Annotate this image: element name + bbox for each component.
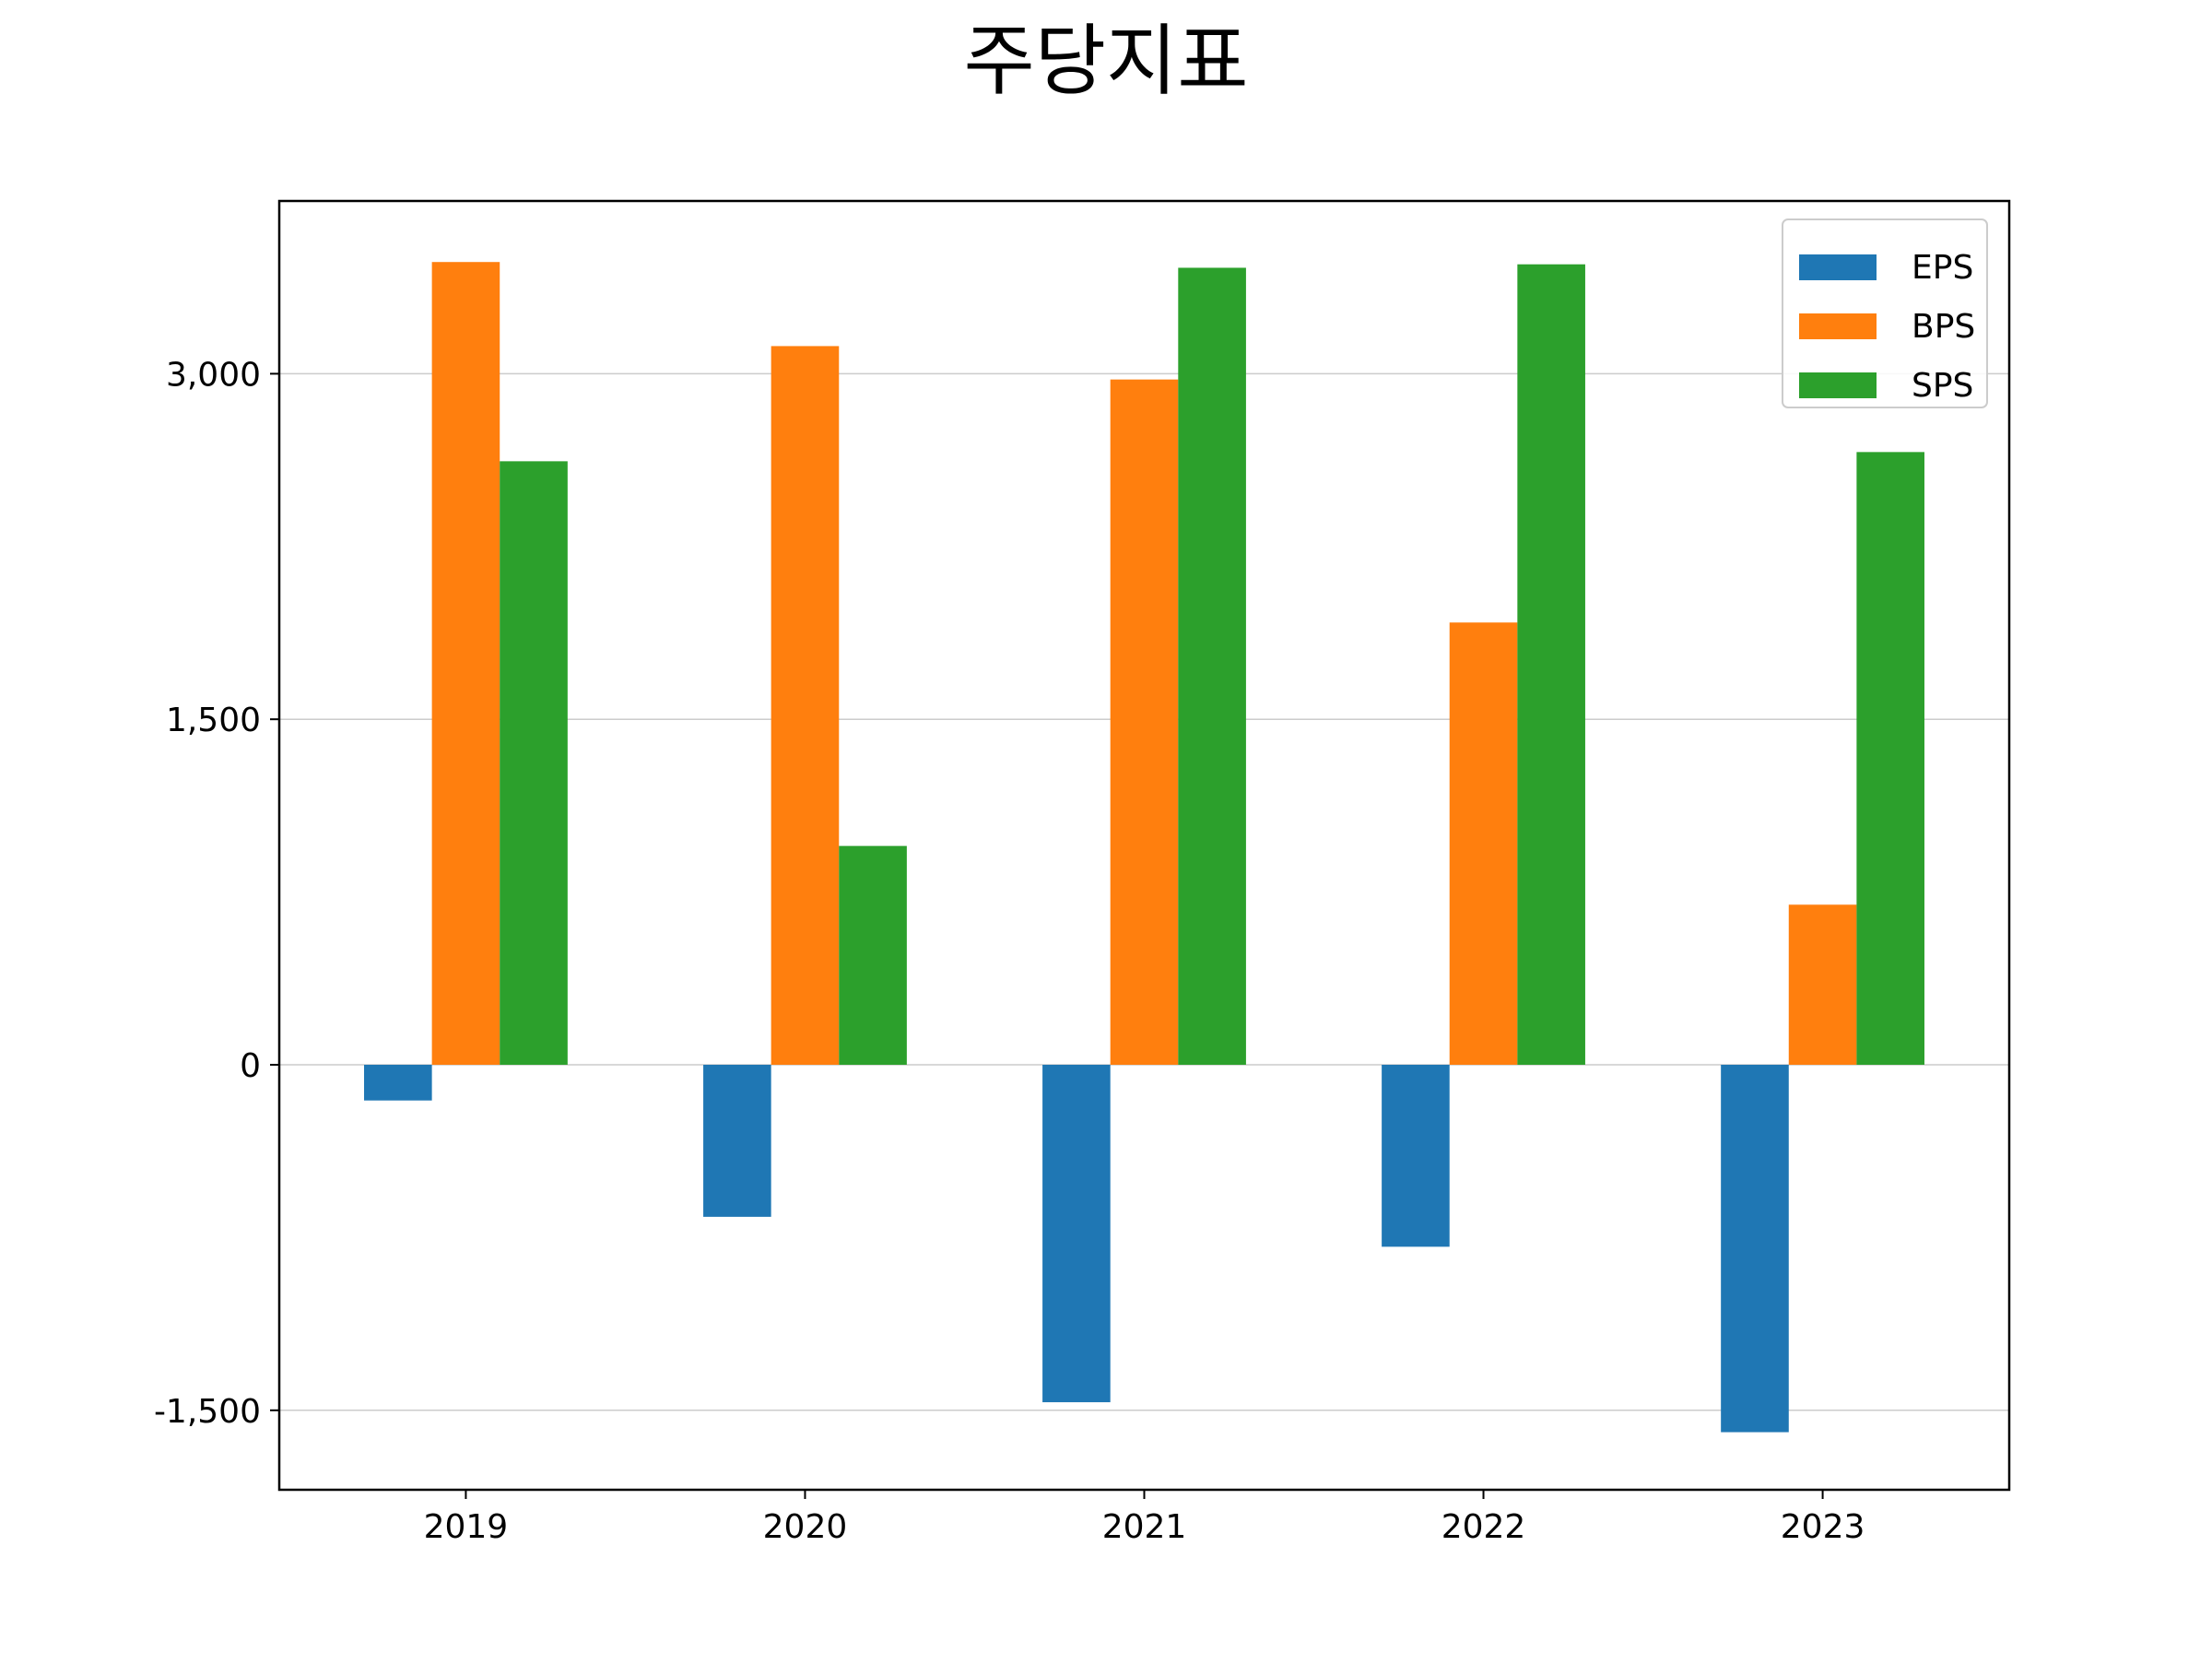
- bar-eps-2019: [364, 1064, 432, 1101]
- x-tick-label: 2022: [1441, 1508, 1526, 1546]
- legend-swatch-eps: [1799, 254, 1877, 280]
- bar-eps-2022: [1382, 1064, 1450, 1247]
- bar-bps-2022: [1449, 622, 1518, 1065]
- legend-label-eps: EPS: [1912, 249, 1973, 287]
- y-tick-label: 1,500: [166, 702, 261, 739]
- legend-swatch-sps: [1799, 372, 1877, 398]
- bar-bps-2023: [1788, 904, 1857, 1065]
- legend-label-bps: BPS: [1912, 308, 1975, 346]
- y-tick-label: -1,500: [154, 1393, 261, 1431]
- bar-sps-2023: [1856, 452, 1924, 1065]
- bar-bps-2019: [431, 262, 500, 1065]
- bar-eps-2023: [1721, 1064, 1789, 1433]
- bar-bps-2020: [771, 346, 840, 1065]
- bar-eps-2020: [703, 1064, 771, 1217]
- y-tick-label: 0: [240, 1047, 261, 1085]
- bar-sps-2022: [1517, 264, 1585, 1065]
- chart-title: 주당지표: [963, 16, 1248, 106]
- y-tick-label: 3,000: [166, 356, 261, 394]
- axis-layer: -1,500 0 1,500 3,000 2019 2020 2021 2022 2023: [154, 356, 1865, 1546]
- legend: EPS BPS SPS: [1782, 218, 1988, 408]
- x-tick-label: 2020: [763, 1508, 848, 1546]
- bar-sps-2021: [1178, 267, 1246, 1065]
- x-tick-label: 2023: [1781, 1508, 1865, 1546]
- x-tick-label: 2021: [1102, 1508, 1187, 1546]
- bars-layer: [364, 262, 1924, 1433]
- legend-label-sps: SPS: [1912, 367, 1973, 405]
- bar-sps-2019: [500, 461, 568, 1065]
- legend-swatch-bps: [1799, 313, 1877, 339]
- bar-bps-2021: [1110, 379, 1179, 1065]
- bar-sps-2020: [839, 845, 907, 1065]
- bar-eps-2021: [1042, 1064, 1111, 1403]
- x-tick-label: 2019: [424, 1508, 509, 1546]
